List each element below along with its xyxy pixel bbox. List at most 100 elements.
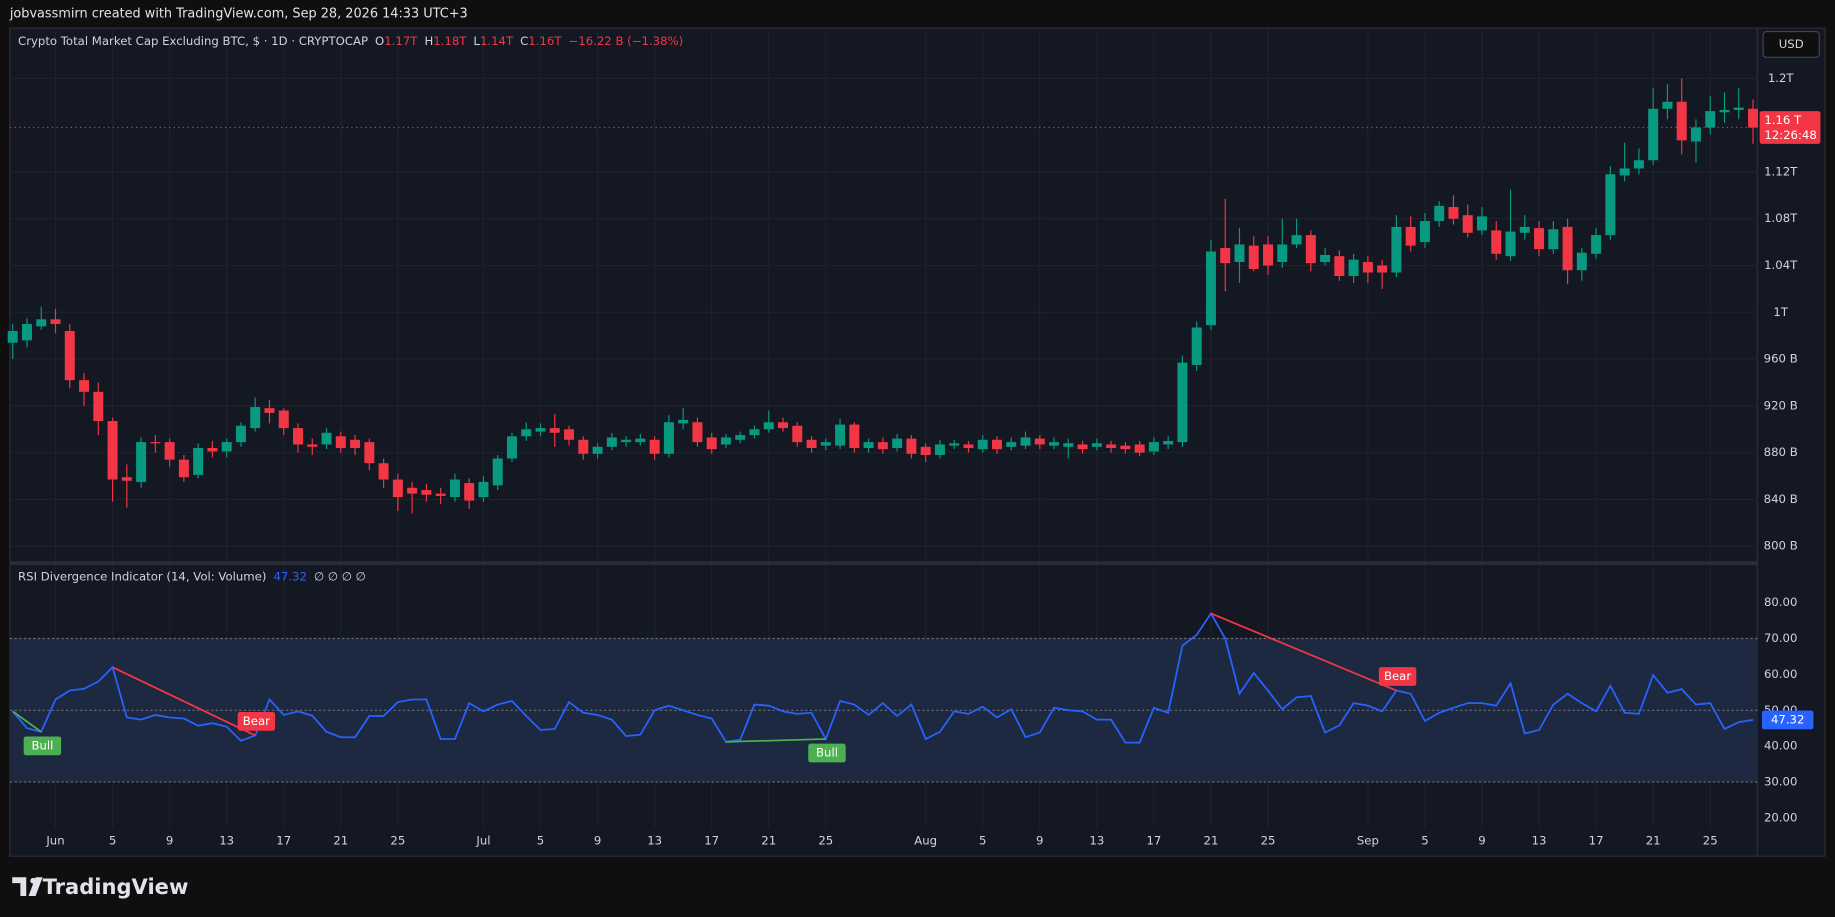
x-tick-label: 5 [537, 833, 544, 847]
candle-body [535, 428, 546, 432]
candle-body [478, 481, 489, 498]
candle-body [1491, 230, 1502, 254]
candle-body [1519, 226, 1530, 233]
candle-body [663, 422, 674, 454]
candle-body [564, 429, 575, 440]
candle-body [492, 458, 503, 486]
divergence-label-box [23, 736, 62, 756]
x-tick-label: 25 [818, 833, 833, 847]
x-tick-label: 13 [219, 833, 234, 847]
y-tick-label: 840 B [1764, 492, 1798, 506]
candle-body [1419, 221, 1430, 243]
candle-body [706, 437, 717, 450]
candle-body [1391, 226, 1402, 273]
candle-body [1234, 244, 1245, 262]
candle-body [1476, 216, 1487, 231]
price-legend: Crypto Total Market Cap Excluding BTC, $… [18, 33, 683, 47]
candle-body [1648, 108, 1659, 161]
rsi-pane: Jun 5 9 13 17 21 25 Jul 5 9 13 17 21 25 Aug 5 9 13 17 21 25 S… [9, 564, 1814, 847]
candle-body [1576, 252, 1587, 271]
y-tick-label: 1.08T [1764, 211, 1798, 225]
indicator-value: 47.32 [273, 569, 306, 583]
candle-body [735, 435, 746, 440]
x-tick-label: Sep [1357, 833, 1379, 847]
usd-label[interactable]: USD [1779, 37, 1804, 51]
candle-body [136, 442, 147, 482]
candle-body [293, 428, 304, 445]
candle-body [1690, 127, 1701, 142]
candle-body [21, 323, 32, 341]
candle-body [863, 442, 874, 448]
candle-body [763, 422, 774, 430]
candle-body [150, 442, 161, 444]
candle-body [977, 439, 988, 450]
candle-body [792, 425, 803, 443]
candle-body [1077, 444, 1088, 450]
candle-body [506, 436, 517, 459]
candle-body [1034, 438, 1045, 445]
ohlc-value: 1.14T [480, 33, 514, 47]
candle-body [1163, 440, 1174, 445]
candle-body [364, 442, 375, 464]
usd-button-box[interactable] [1762, 30, 1820, 58]
candle-body [1277, 244, 1288, 262]
y-tick-label: 1T [1773, 305, 1788, 319]
x-tick-label: 13 [1532, 833, 1547, 847]
candle-body [1562, 226, 1573, 271]
usd-button[interactable]: USD [1762, 30, 1820, 58]
candle-body [849, 424, 860, 448]
x-tick-label: 21 [761, 833, 776, 847]
x-tick-label: 25 [1261, 833, 1276, 847]
candle-body [1748, 108, 1759, 128]
candle-body [1020, 437, 1031, 446]
candle-body [464, 483, 475, 501]
x-tick-label: 21 [333, 833, 348, 847]
candle-body [934, 444, 945, 455]
x-tick-label: 17 [704, 833, 719, 847]
candle-body [1006, 442, 1017, 447]
divergence-label-box [1378, 667, 1417, 686]
candle-body [1305, 235, 1316, 264]
change: −16.22 B (−1.38%) [568, 33, 683, 47]
x-tick-label: 5 [109, 833, 116, 847]
x-tick-label: Jun [45, 833, 64, 847]
candle-body [1049, 442, 1060, 446]
y-tick-label: 1.2T [1768, 71, 1795, 85]
candle-body [107, 421, 118, 480]
logo: TradingView [12, 874, 188, 899]
candle-body [421, 490, 432, 495]
candle-body [350, 439, 361, 448]
y-tick-label: 70.00 [1764, 631, 1797, 645]
candle-body [1291, 235, 1302, 245]
candle-body [407, 487, 418, 494]
header: jobvassmirn created with TradingView.com… [9, 7, 468, 22]
x-tick-label: 9 [594, 833, 601, 847]
rsi-value-label: 47.32 [1771, 712, 1804, 726]
candle-body [549, 428, 560, 433]
candle-body [692, 422, 703, 443]
divergence-line [725, 738, 826, 743]
x-tick-label: 25 [390, 833, 405, 847]
candle-body [1733, 107, 1744, 110]
x-tick-label: 13 [1089, 833, 1104, 847]
rsi-value-box [1761, 710, 1814, 730]
y-tick-label: 800 B [1764, 539, 1798, 553]
divergence-line [12, 710, 42, 733]
candle-body [64, 331, 75, 381]
y-tick-label: 1.04T [1764, 258, 1798, 272]
ohlc-value: 1.16T [528, 33, 562, 47]
candle-body [335, 436, 346, 448]
candle-body [1619, 168, 1630, 176]
ohlc-value: 1.18T [433, 33, 467, 47]
y-tick-label: 80.00 [1764, 595, 1797, 609]
x-tick-label: 25 [1703, 833, 1718, 847]
candle-body [1448, 207, 1459, 219]
logo-text: TradingView [43, 874, 189, 899]
last-price-label: 1.16 T [1764, 113, 1802, 127]
x-tick-label: 17 [1589, 833, 1604, 847]
x-tick-label: 21 [1646, 833, 1661, 847]
x-tick-label: Aug [914, 833, 937, 847]
candle-body [749, 429, 760, 436]
rsi-line [12, 611, 1754, 744]
